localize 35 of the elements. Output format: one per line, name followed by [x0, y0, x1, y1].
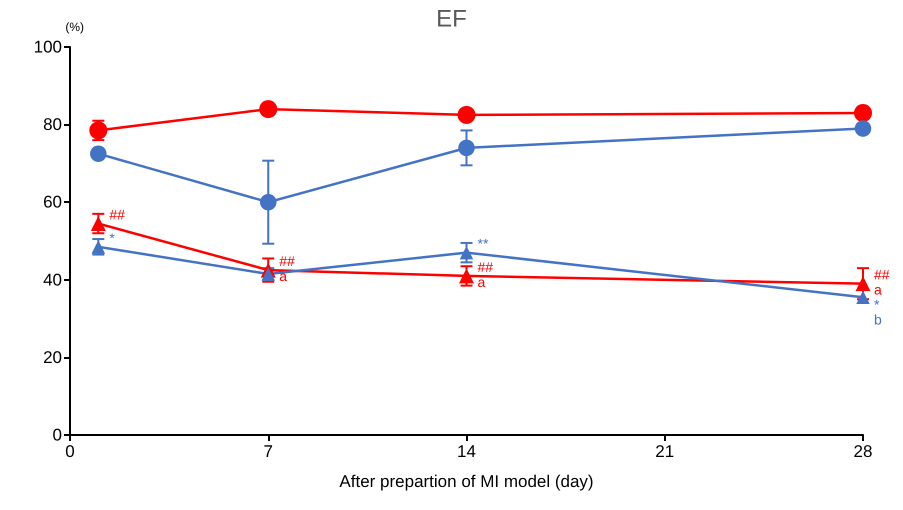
y-tick-label: 20 [43, 348, 62, 367]
x-tick-label: 28 [854, 442, 872, 461]
x-tick-label: 0 [65, 442, 75, 461]
y-tick-label: 60 [43, 192, 62, 212]
x-tick-label: 14 [457, 442, 476, 461]
annotation: ## [109, 206, 126, 223]
point [90, 216, 106, 232]
point [259, 100, 278, 118]
point [854, 104, 872, 122]
point [856, 290, 870, 304]
y-tick-label: 40 [43, 270, 62, 290]
x-axis-title: After prepartion of MI model (day) [339, 472, 594, 491]
y-tick-label: 100 [34, 38, 62, 56]
y-axis-title: (%) [65, 20, 84, 34]
chart-title: EF [436, 6, 467, 32]
point [854, 120, 872, 137]
point [260, 194, 276, 210]
x-tick-label: 7 [264, 442, 273, 461]
annotation: * [874, 296, 880, 313]
annotation: a [874, 282, 882, 298]
x-tick-label: 21 [655, 442, 674, 461]
annotation: ** [478, 236, 489, 252]
annotation: ## [279, 253, 296, 270]
annotation: b [874, 312, 882, 328]
point [458, 106, 476, 124]
annotation: a [279, 268, 288, 284]
annotation: * [109, 230, 116, 246]
annotation: ## [478, 258, 494, 275]
point [90, 145, 107, 162]
y-tick-label: 80 [43, 115, 62, 134]
annotation: a [478, 274, 486, 290]
point [856, 276, 870, 292]
point [458, 140, 475, 156]
annotation: ## [874, 266, 890, 283]
y-tick-label: 0 [52, 426, 62, 444]
